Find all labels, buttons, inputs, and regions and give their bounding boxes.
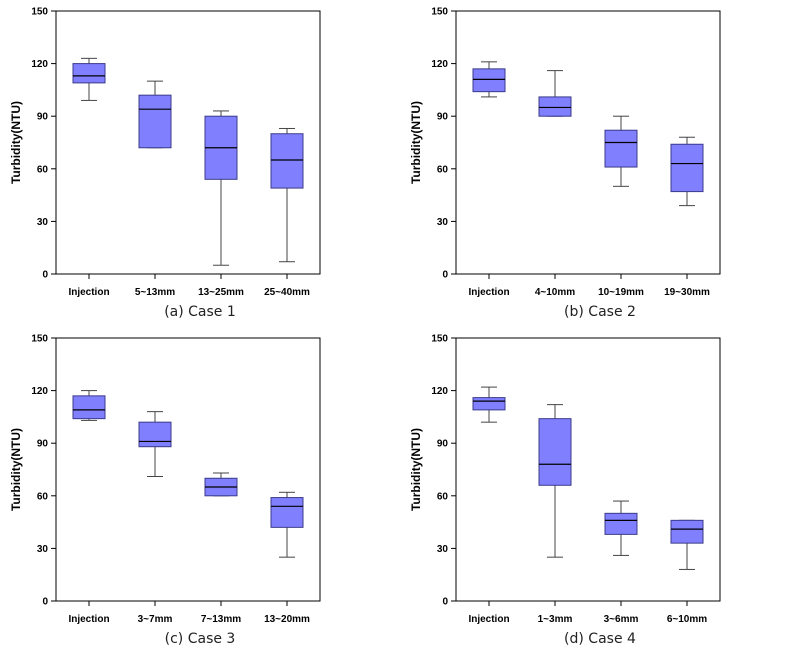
plot-frame (455, 337, 721, 602)
y-axis-label: Turbidity(NTU) (409, 428, 423, 511)
chart-caption: (c) Case 3 (164, 631, 236, 647)
x-tick-label: 10~19mm (598, 287, 644, 298)
iqr-box (138, 421, 172, 448)
chart-caption: (d) Case 4 (564, 631, 636, 647)
y-tick-label: 150 (31, 334, 48, 345)
panel-case-3: 0 30 60 90 120 150 Turbidity(NTU) Injection 3~7m… (0, 327, 400, 654)
x-tick-label: 6~10mm (667, 614, 707, 625)
y-tick-label: 0 (442, 270, 448, 281)
y-tick-label: 0 (42, 597, 48, 608)
iqr-box (670, 519, 704, 544)
iqr-box (604, 512, 638, 535)
iqr-box (472, 397, 506, 411)
panel-case-2: 0 30 60 90 120 150 Turbidity(NTU) Injection 4~10… (400, 0, 800, 327)
y-tick-label: 30 (437, 544, 449, 555)
x-tick-label: Injection (68, 287, 109, 298)
chart-caption: (b) Case 2 (564, 304, 636, 320)
y-tick-label: 0 (42, 270, 48, 281)
x-tick-label: 1~3mm (538, 614, 573, 625)
iqr-box (538, 96, 572, 117)
x-tick-label: 7~13mm (201, 614, 241, 625)
y-axis-label: Turbidity(NTU) (409, 101, 423, 184)
y-axis-label: Turbidity(NTU) (9, 428, 23, 511)
iqr-box (472, 68, 506, 93)
y-tick-label: 60 (437, 164, 449, 175)
y-tick-label: 150 (431, 7, 448, 18)
iqr-box (72, 63, 106, 84)
panel-case-1: 0 30 60 90 120 150 Turbidity(NTU) Injection 5~13… (0, 0, 400, 327)
x-tick-label: 19~30mm (664, 287, 710, 298)
chart-caption: (a) Case 1 (164, 304, 236, 320)
y-tick-label: 60 (37, 491, 49, 502)
boxplot-chart: 0 30 60 90 120 150 Turbidity(NTU) Injection 3~7m… (9, 334, 321, 625)
y-tick-label: 90 (37, 439, 49, 450)
y-tick-label: 30 (437, 217, 449, 228)
y-tick-label: 150 (431, 334, 448, 345)
y-tick-label: 0 (442, 597, 448, 608)
y-tick-label: 120 (431, 386, 448, 397)
y-tick-label: 90 (437, 439, 449, 450)
y-tick-label: 60 (437, 491, 449, 502)
iqr-box (270, 133, 304, 189)
iqr-box (138, 94, 172, 149)
y-tick-label: 150 (31, 7, 48, 18)
plot-frame (55, 337, 321, 602)
plot-frame (55, 10, 321, 275)
y-tick-label: 120 (31, 59, 48, 70)
x-tick-label: 3~7mm (138, 614, 173, 625)
iqr-box (270, 497, 304, 528)
x-tick-label: 5~13mm (135, 287, 175, 298)
y-tick-label: 30 (37, 544, 49, 555)
x-tick-label: Injection (468, 287, 509, 298)
y-tick-label: 30 (37, 217, 49, 228)
iqr-box (72, 395, 106, 420)
x-tick-label: 25~40mm (264, 287, 310, 298)
plot-frame (455, 10, 721, 275)
x-tick-label: 4~10mm (535, 287, 575, 298)
iqr-box (670, 143, 704, 193)
x-tick-label: 13~20mm (264, 614, 310, 625)
iqr-box (604, 129, 638, 168)
y-tick-label: 60 (37, 164, 49, 175)
boxplot-chart: 0 30 60 90 120 150 Turbidity(NTU) Injection 1~3m… (409, 334, 721, 625)
x-tick-label: 13~25mm (198, 287, 244, 298)
y-tick-label: 120 (431, 59, 448, 70)
x-tick-label: Injection (468, 614, 509, 625)
y-tick-label: 90 (37, 112, 49, 123)
boxplot-chart: 0 30 60 90 120 150 Turbidity(NTU) Injection 5~13… (9, 7, 321, 298)
y-axis-label: Turbidity(NTU) (9, 101, 23, 184)
y-tick-label: 90 (437, 112, 449, 123)
x-tick-label: 3~6mm (604, 614, 639, 625)
panel-case-4: 0 30 60 90 120 150 Turbidity(NTU) Injection 1~3m… (400, 327, 800, 654)
x-tick-label: Injection (68, 614, 109, 625)
iqr-box (538, 418, 572, 486)
boxplot-chart: 0 30 60 90 120 150 Turbidity(NTU) Injection 4~10… (409, 7, 721, 298)
y-tick-label: 120 (31, 386, 48, 397)
